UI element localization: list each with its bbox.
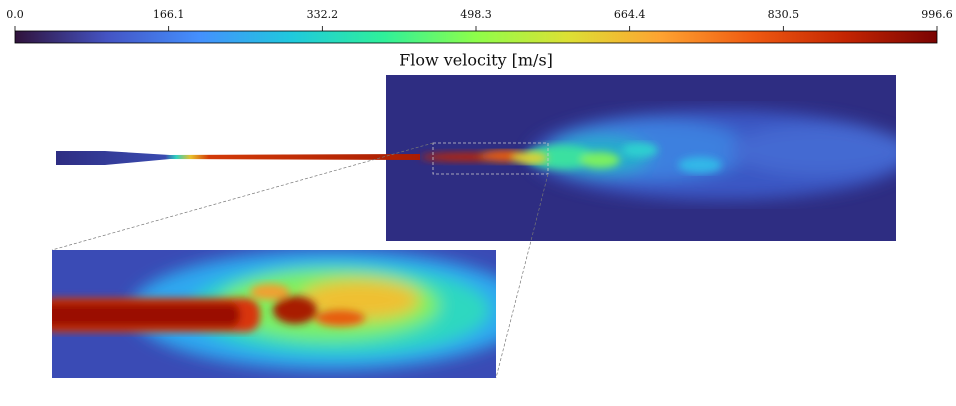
tick-label: 498.3 — [460, 8, 492, 21]
colorbar-label: Flow velocity [m/s] — [399, 51, 553, 70]
tick-label: 166.1 — [153, 8, 185, 21]
tick-label: 996.6 — [921, 8, 953, 21]
colorbar — [14, 30, 938, 44]
tick-label: 664.4 — [614, 8, 646, 21]
zoom-view — [52, 250, 496, 378]
nozzle — [56, 151, 420, 165]
tick-label: 0.0 — [6, 8, 24, 21]
jet — [420, 150, 548, 164]
zoom-line — [495, 173, 549, 379]
tick-label: 332.2 — [307, 8, 339, 21]
flow-field — [386, 75, 896, 241]
tick-label: 830.5 — [768, 8, 800, 21]
zoom-line — [51, 142, 434, 251]
zoom-box — [432, 142, 549, 175]
